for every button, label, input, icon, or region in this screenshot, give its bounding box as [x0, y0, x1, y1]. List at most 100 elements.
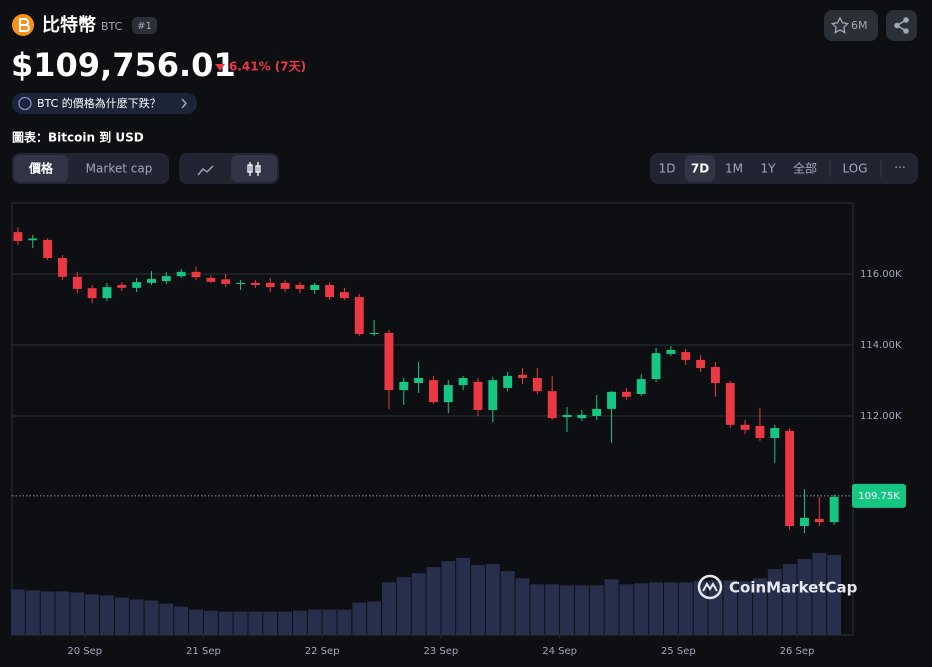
share-button[interactable]	[886, 10, 917, 41]
candle-body	[414, 378, 424, 383]
candle-body	[399, 381, 409, 391]
y-tick-label: 114.00K	[860, 340, 902, 351]
volume-bar	[812, 552, 827, 635]
watchlist-count: 6M	[851, 19, 868, 32]
volume-bar	[396, 577, 411, 635]
chart-label: 圖表：Bitcoin 到 USD	[12, 130, 144, 145]
star-icon	[831, 16, 849, 34]
candle-body	[547, 391, 557, 419]
volume-bar	[322, 609, 337, 635]
x-tick-label: 25 Sep	[661, 646, 696, 657]
volume-bar	[40, 591, 55, 635]
volume-bar	[500, 571, 515, 635]
volume-bar	[100, 595, 114, 635]
volume-bar	[292, 610, 307, 635]
candle-body	[236, 282, 245, 284]
candle-body	[28, 238, 38, 241]
tab[interactable]: Market cap	[86, 162, 153, 176]
share-icon	[894, 17, 909, 34]
range-group	[650, 153, 918, 184]
tab-active[interactable]	[14, 155, 68, 182]
volume-bar	[11, 589, 25, 635]
volume-bar	[604, 579, 619, 635]
candle-body	[562, 414, 572, 418]
rank: #1	[137, 21, 152, 32]
volume-bar	[248, 611, 263, 635]
volume-bar	[263, 611, 278, 635]
y-tick-label: 112.00K	[860, 411, 902, 422]
candle-body	[443, 385, 453, 403]
candle-body	[58, 258, 67, 277]
candle-body	[829, 496, 839, 523]
current-price-box	[852, 483, 906, 508]
candle-body	[265, 282, 275, 288]
volume-bar	[663, 582, 678, 635]
candle-body	[696, 359, 706, 369]
volume-bar	[278, 611, 292, 635]
why-text[interactable]: BTC 的價格為什麼下跌？	[37, 96, 161, 110]
range-button[interactable]: 1M	[725, 162, 743, 176]
volume-bar	[218, 611, 233, 635]
candle-body	[72, 276, 82, 289]
volume-bar	[753, 578, 767, 635]
coin-symbol: BTC	[101, 20, 123, 33]
range-button[interactable]: 1Y	[761, 162, 777, 176]
volume-bar	[159, 603, 174, 635]
candle-layer	[13, 227, 839, 534]
x-tick-label: 26 Sep	[780, 646, 815, 657]
line-chart-button[interactable]	[197, 165, 214, 176]
candle-body	[87, 288, 97, 299]
volume-bar	[574, 585, 589, 635]
candle-body	[354, 297, 364, 334]
volume-bar	[55, 591, 70, 635]
volume-bar	[619, 584, 634, 635]
volume-bar	[114, 597, 129, 635]
candle-body	[325, 284, 335, 298]
candle-body	[651, 353, 661, 380]
x-tick-label: 23 Sep	[424, 646, 459, 657]
volume-bar	[589, 585, 604, 635]
coin-name: 比特幣	[42, 14, 96, 36]
volume-bar	[456, 557, 471, 635]
candle-body	[607, 391, 617, 409]
range-button[interactable]: 1D	[659, 162, 676, 176]
candle-chart-button[interactable]	[231, 155, 277, 182]
range-button[interactable]: 7D	[691, 162, 709, 176]
range-button[interactable]: LOG	[842, 162, 867, 176]
candle-body	[770, 428, 780, 438]
candle-body	[473, 381, 483, 410]
volume-bar	[189, 609, 203, 635]
volume-bar	[203, 610, 218, 635]
x-tick-label: 24 Sep	[542, 646, 577, 657]
candle-body	[785, 430, 795, 527]
candle-body	[43, 239, 53, 259]
watchlist-button[interactable]	[824, 10, 878, 41]
volume-bar	[545, 584, 560, 635]
range-active[interactable]	[685, 155, 715, 182]
range-button[interactable]: 全部	[793, 161, 817, 176]
volume-bar	[337, 609, 352, 635]
tab[interactable]: 價格	[28, 161, 54, 176]
current-price-label: 109.75K	[858, 491, 900, 502]
volume-bar	[307, 609, 322, 635]
volume-bar	[634, 583, 649, 635]
volume-bar	[797, 559, 812, 635]
more-button[interactable]: ···	[894, 161, 905, 175]
candle-body	[191, 271, 201, 278]
volume-bar	[530, 584, 545, 635]
candle-body	[295, 284, 305, 289]
candle-body	[725, 382, 735, 425]
candle-body	[740, 424, 750, 430]
candle-body	[117, 284, 127, 288]
grid-layer: 112.00K 114.00K 116.00K 20 Sep 21 Sep 22 Sep 2…	[12, 269, 906, 657]
why-pill[interactable]	[12, 93, 197, 114]
x-tick-label: 20 Sep	[67, 646, 102, 657]
candle-body	[161, 276, 171, 282]
candle-body	[310, 284, 320, 290]
candle-body	[488, 380, 498, 410]
volume-bar	[782, 564, 797, 635]
candle-body	[221, 279, 231, 284]
candle-body	[532, 378, 542, 392]
